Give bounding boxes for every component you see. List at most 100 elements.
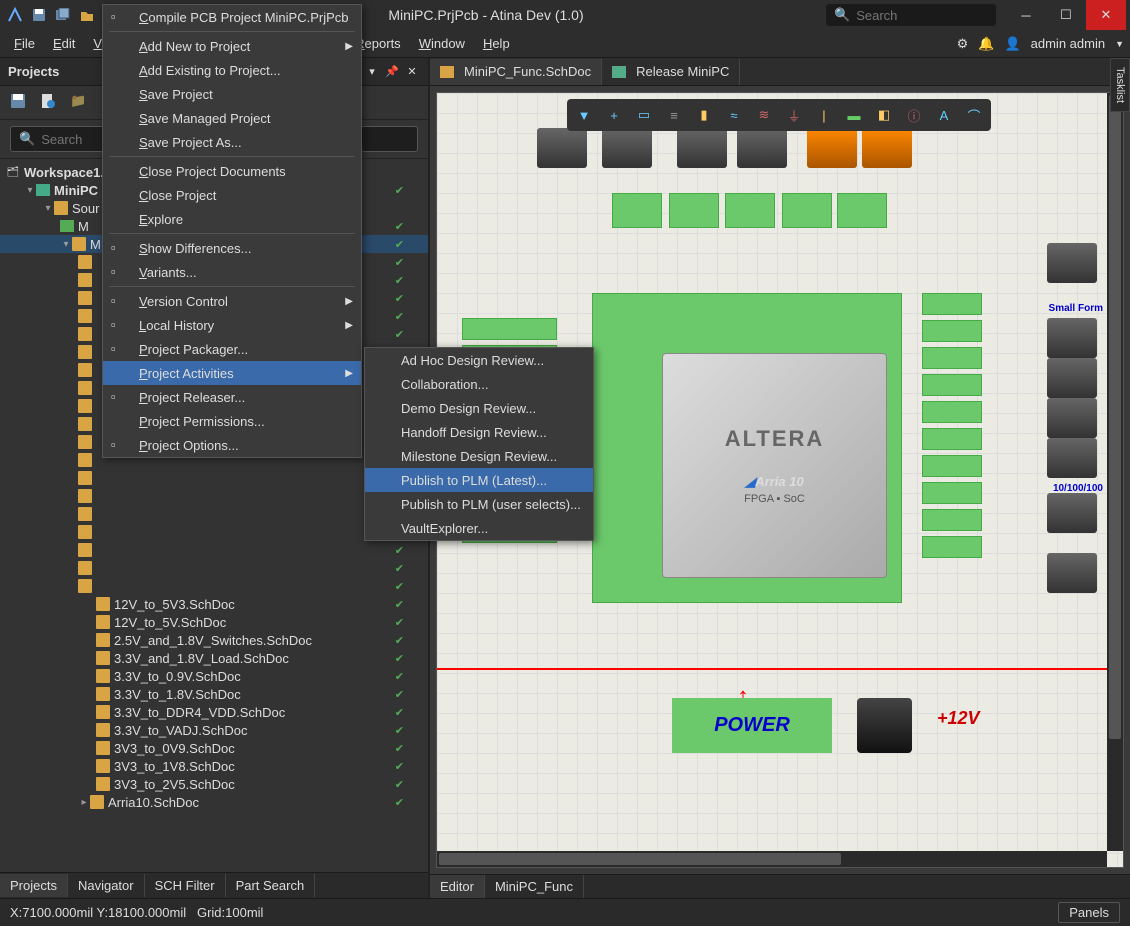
editor-tab[interactable]: Editor: [430, 875, 485, 898]
new-doc-icon[interactable]: [40, 93, 60, 113]
ctx-item[interactable]: Explore: [103, 207, 361, 231]
schdoc-icon: [78, 363, 92, 377]
ctx-item[interactable]: ▫Variants...: [103, 260, 361, 284]
tool-button[interactable]: |: [811, 103, 837, 127]
tree-item[interactable]: 12V_to_5V3.SchDoc✔: [0, 595, 428, 613]
component-3d: [1047, 318, 1097, 358]
doc-tab[interactable]: Release MiniPC: [602, 59, 740, 85]
tree-item[interactable]: ✔: [0, 559, 428, 577]
app-icon[interactable]: [4, 4, 26, 26]
maximize-button[interactable]: ☐: [1046, 0, 1086, 30]
tree-item[interactable]: 3V3_to_2V5.SchDoc✔: [0, 775, 428, 793]
ctx-item[interactable]: Project Activities▶: [103, 361, 361, 385]
submenu-item[interactable]: Handoff Design Review...: [365, 420, 593, 444]
panels-button[interactable]: Panels: [1058, 902, 1120, 923]
ctx-item[interactable]: Close Project: [103, 183, 361, 207]
tool-button[interactable]: ⏚: [781, 103, 807, 127]
submenu-item[interactable]: Milestone Design Review...: [365, 444, 593, 468]
tool-button[interactable]: ⌒: [961, 103, 987, 127]
doc-tab[interactable]: MiniPC_Func.SchDoc: [430, 59, 602, 85]
save-all-icon[interactable]: [52, 4, 74, 26]
save-icon[interactable]: [10, 93, 30, 113]
tree-item[interactable]: 3.3V_to_VADJ.SchDoc✔: [0, 721, 428, 739]
submenu-item[interactable]: Ad Hoc Design Review...: [365, 348, 593, 372]
submenu-item[interactable]: Collaboration...: [365, 372, 593, 396]
bottom-tab[interactable]: Navigator: [68, 874, 145, 897]
tree-item[interactable]: 3V3_to_0V9.SchDoc✔: [0, 739, 428, 757]
menu-window[interactable]: Window: [411, 32, 473, 55]
tree-item[interactable]: 3.3V_to_0.9V.SchDoc✔: [0, 667, 428, 685]
ctx-item[interactable]: ▫Project Options...: [103, 433, 361, 457]
tool-button[interactable]: +: [601, 103, 627, 127]
close-button[interactable]: ✕: [1086, 0, 1126, 30]
menu-edit[interactable]: Edit: [45, 32, 83, 55]
tree-item[interactable]: ✔: [0, 541, 428, 559]
ctx-item[interactable]: Add New to Project▶: [103, 34, 361, 58]
tool-button[interactable]: ◧: [871, 103, 897, 127]
schematic-block: [922, 455, 982, 477]
schdoc-icon: [96, 777, 110, 791]
v-scrollbar[interactable]: [1107, 93, 1123, 851]
doc-icon: [440, 66, 454, 78]
notifications-icon[interactable]: 🔔: [978, 36, 994, 52]
tree-item[interactable]: 12V_to_5V.SchDoc✔: [0, 613, 428, 631]
tool-button[interactable]: ≡: [661, 103, 687, 127]
tool-button[interactable]: ≋: [751, 103, 777, 127]
user-label[interactable]: admin admin: [1031, 36, 1105, 51]
menu-help[interactable]: Help: [475, 32, 518, 55]
tool-button[interactable]: ▬: [841, 103, 867, 127]
submenu-item[interactable]: Publish to PLM (user selects)...: [365, 492, 593, 516]
open-icon[interactable]: [76, 4, 98, 26]
tree-item[interactable]: ✔: [0, 577, 428, 595]
ctx-item[interactable]: ▫Project Releaser...: [103, 385, 361, 409]
tree-item[interactable]: 3.3V_and_1.8V_Load.SchDoc✔: [0, 649, 428, 667]
tool-button[interactable]: ⓘ: [901, 103, 927, 127]
ctx-item[interactable]: ▫Version Control▶: [103, 289, 361, 313]
context-submenu[interactable]: Ad Hoc Design Review...Collaboration...D…: [364, 347, 594, 541]
tool-button[interactable]: ▮: [691, 103, 717, 127]
ctx-item[interactable]: Save Project: [103, 82, 361, 106]
tool-button[interactable]: ▼: [571, 103, 597, 127]
menu-file[interactable]: File: [6, 32, 43, 55]
tree-item[interactable]: 3.3V_to_1.8V.SchDoc✔: [0, 685, 428, 703]
context-menu[interactable]: ▫Compile PCB Project MiniPC.PrjPcb Add Ne…: [102, 4, 362, 458]
bottom-tab[interactable]: Projects: [0, 874, 68, 897]
ctx-item[interactable]: Save Managed Project: [103, 106, 361, 130]
tool-button[interactable]: ≈: [721, 103, 747, 127]
panel-dropdown-icon[interactable]: ▾: [364, 64, 380, 80]
user-dropdown-icon[interactable]: ▼: [1115, 39, 1124, 49]
tree-item[interactable]: ▸Arria10.SchDoc✔: [0, 793, 428, 811]
schematic-block: [669, 193, 719, 228]
tree-item[interactable]: 3.3V_to_DDR4_VDD.SchDoc✔: [0, 703, 428, 721]
ctx-item[interactable]: ▫Compile PCB Project MiniPC.PrjPcb: [103, 5, 361, 29]
ctx-item[interactable]: ▫Local History▶: [103, 313, 361, 337]
bottom-tab[interactable]: SCH Filter: [145, 874, 226, 897]
save-icon[interactable]: [28, 4, 50, 26]
editor-tab[interactable]: MiniPC_Func: [485, 875, 584, 898]
tree-item[interactable]: 2.5V_and_1.8V_Switches.SchDoc✔: [0, 631, 428, 649]
submenu-item[interactable]: VaultExplorer...: [365, 516, 593, 540]
add-folder-icon[interactable]: 📁: [70, 93, 90, 113]
tree-item[interactable]: 3V3_to_1V8.SchDoc✔: [0, 757, 428, 775]
submenu-item[interactable]: Demo Design Review...: [365, 396, 593, 420]
ctx-item[interactable]: Close Project Documents: [103, 159, 361, 183]
ctx-item[interactable]: Add Existing to Project...: [103, 58, 361, 82]
global-search[interactable]: 🔍: [826, 4, 996, 26]
panel-close-icon[interactable]: ✕: [404, 64, 420, 80]
ctx-item[interactable]: Save Project As...: [103, 130, 361, 154]
tool-button[interactable]: ▭: [631, 103, 657, 127]
schdoc-icon: [96, 687, 110, 701]
h-scrollbar[interactable]: [437, 851, 1107, 867]
panel-pin-icon[interactable]: 📌: [384, 64, 400, 80]
settings-icon[interactable]: ⚙: [957, 36, 969, 52]
ctx-item[interactable]: Project Permissions...: [103, 409, 361, 433]
submenu-item[interactable]: Publish to PLM (Latest)...: [365, 468, 593, 492]
minimize-button[interactable]: ─: [1006, 0, 1046, 30]
bottom-tab[interactable]: Part Search: [226, 874, 316, 897]
search-input[interactable]: [856, 8, 988, 23]
tool-button[interactable]: A: [931, 103, 957, 127]
ctx-item[interactable]: ▫Project Packager...: [103, 337, 361, 361]
ctx-item[interactable]: ▫Show Differences...: [103, 236, 361, 260]
tasklist-button[interactable]: Tasklist: [1110, 58, 1130, 112]
canvas-toolbar: ▼+▭≡▮≈≋⏚|▬◧ⓘA⌒: [567, 99, 991, 131]
